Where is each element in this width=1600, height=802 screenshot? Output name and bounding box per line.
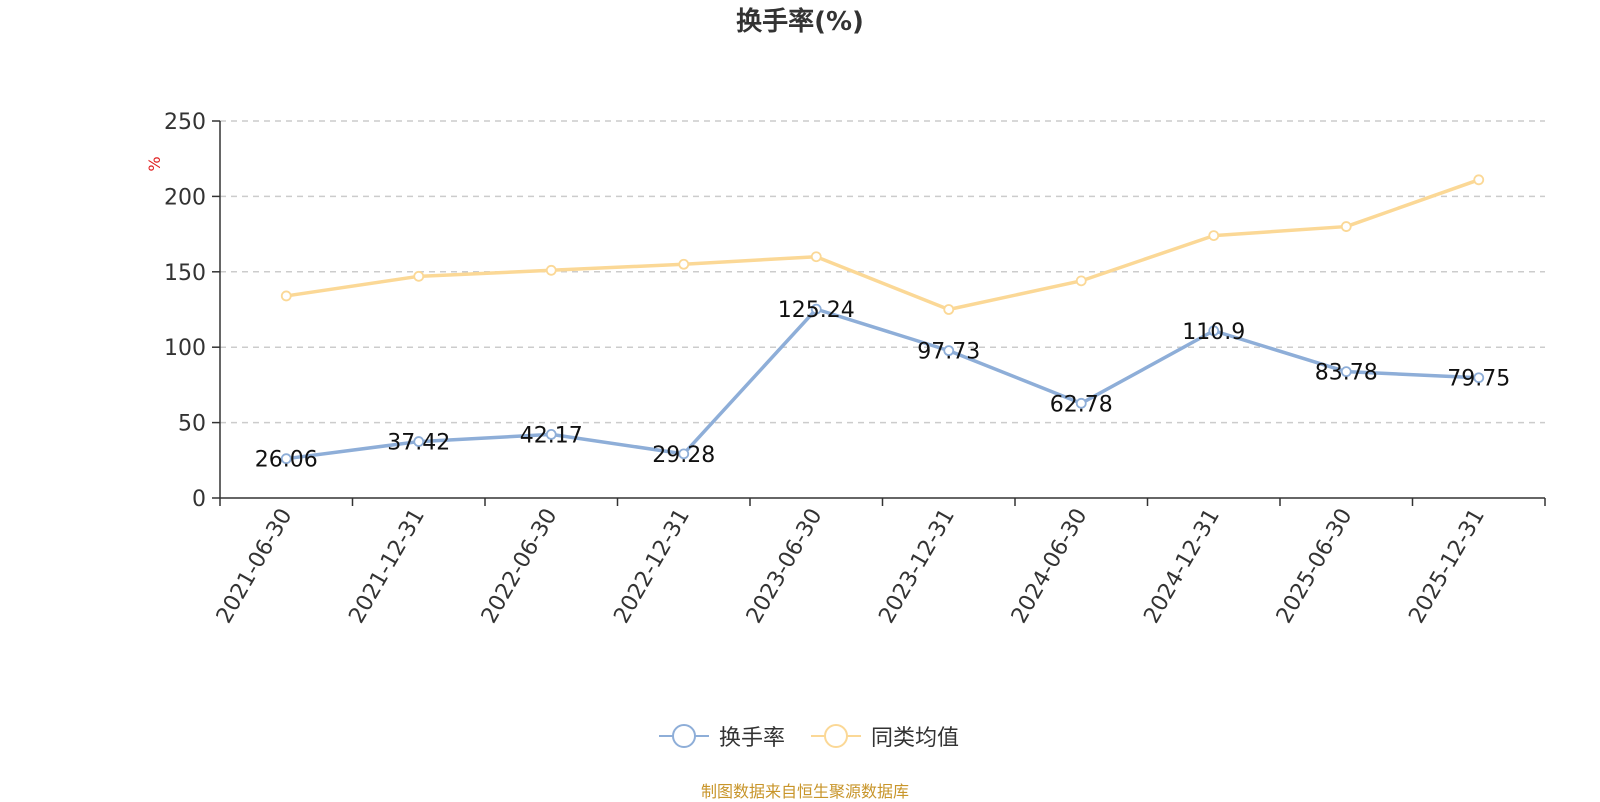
y-tick-label: 0 [192, 487, 206, 512]
data-label: 83.78 [1315, 361, 1378, 386]
data-point[interactable] [678, 258, 690, 270]
data-labels: 26.06 37.42 42.17 29.28 125.24 97.73 62.78 110.… [255, 298, 1510, 473]
data-point[interactable] [280, 290, 292, 302]
series-1 [280, 303, 1485, 465]
data-label: 110.9 [1182, 320, 1245, 345]
data-point[interactable] [810, 303, 822, 315]
data-point[interactable] [413, 270, 425, 282]
legend-label: 同类均值 [871, 726, 960, 751]
data-label: 97.73 [917, 340, 980, 365]
y-tick-label: 100 [164, 336, 206, 361]
source-note: 制图数据来自恒生聚源数据库 [700, 782, 909, 801]
data-point[interactable] [1075, 397, 1087, 409]
x-tick-label: 2025-06-30 [1272, 505, 1358, 628]
data-point[interactable] [1473, 372, 1485, 384]
data-point[interactable] [545, 429, 557, 440]
legend-swatch-icon [811, 724, 861, 748]
data-point[interactable] [1340, 221, 1352, 232]
series-line [284, 307, 1481, 461]
data-point[interactable] [545, 264, 557, 276]
y-tick-label: 50 [178, 412, 206, 437]
x-tick-label: 2021-12-31 [344, 505, 430, 628]
data-label: 125.24 [778, 298, 855, 323]
x-tick-label: 2023-12-31 [874, 505, 960, 628]
data-label: 26.06 [255, 448, 318, 473]
data-label: 42.17 [520, 423, 583, 448]
legend: 换手率 同类均值 [0, 720, 1600, 752]
legend-swatch-icon [658, 724, 709, 748]
x-tick-label: 2024-06-30 [1007, 505, 1093, 628]
data-point[interactable] [1208, 325, 1220, 337]
legend-item-1[interactable]: 换手率 [658, 720, 785, 752]
chart-title: 换手率(%) [736, 7, 864, 37]
data-point[interactable] [810, 251, 822, 263]
y-tick-label: 250 [164, 110, 206, 135]
x-tick-label: 2022-12-31 [609, 505, 695, 628]
line-chart: 0 50 100 150 200 250% 2021-06-30 2021-12-31 2022… [145, 110, 1546, 628]
data-point[interactable] [943, 345, 955, 357]
data-point[interactable] [1340, 366, 1352, 378]
data-label: 62.78 [1050, 392, 1113, 417]
series-2 [280, 174, 1485, 315]
x-tick-label: 2024-12-31 [1139, 505, 1225, 628]
data-point[interactable] [1208, 230, 1220, 242]
x-tick-label: 2022-06-30 [477, 505, 563, 628]
x-tick-label: 2021-06-30 [212, 505, 298, 628]
data-label: 79.75 [1447, 367, 1510, 392]
y-axis-label: % [145, 156, 164, 171]
data-point[interactable] [1075, 275, 1087, 287]
series-line [284, 178, 1481, 312]
data-point[interactable] [943, 304, 955, 315]
series-group [280, 174, 1485, 465]
x-tick-label: 2023-06-30 [742, 505, 828, 628]
data-point[interactable] [678, 448, 690, 460]
legend-item-2[interactable]: 同类均值 [811, 720, 959, 752]
data-label: 37.42 [387, 431, 450, 456]
data-point[interactable] [413, 436, 425, 447]
gridlines [220, 120, 1545, 424]
data-point[interactable] [280, 453, 292, 465]
legend-label: 换手率 [718, 726, 785, 751]
y-tick-label: 150 [164, 261, 206, 286]
data-point[interactable] [1473, 174, 1485, 186]
data-label: 29.28 [652, 443, 715, 468]
y-tick-label: 200 [164, 185, 206, 210]
x-tick-label: 2025-12-31 [1404, 505, 1490, 628]
